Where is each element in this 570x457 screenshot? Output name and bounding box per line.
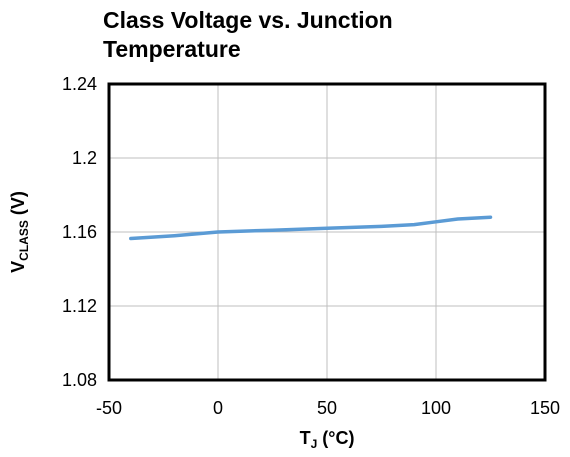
x-tick-label: -50 xyxy=(96,398,122,418)
x-tick-label: 0 xyxy=(213,398,223,418)
x-tick-label: 50 xyxy=(317,398,337,418)
chart-title-line-2: Temperature xyxy=(103,36,241,62)
x-tick-label: 150 xyxy=(530,398,560,418)
plot-frame xyxy=(107,82,547,382)
x-tick-labels: -50 0 50 100 150 xyxy=(96,398,560,418)
y-tick-label: 1.12 xyxy=(62,296,97,316)
gridlines xyxy=(109,84,545,380)
y-axis-label: VCLASS (V) xyxy=(8,191,31,273)
y-tick-label: 1.08 xyxy=(62,370,97,390)
y-tick-label: 1.2 xyxy=(72,148,97,168)
y-tick-labels: 1.08 1.12 1.16 1.2 1.24 xyxy=(62,74,97,390)
chart-title-line-1: Class Voltage vs. Junction xyxy=(103,7,393,33)
y-tick-label: 1.24 xyxy=(62,74,97,94)
x-axis-label: TJ (°C) xyxy=(300,428,355,451)
x-tick-label: 100 xyxy=(421,398,451,418)
series-layer xyxy=(129,215,493,241)
y-tick-label: 1.16 xyxy=(62,222,97,242)
series-line xyxy=(129,215,493,241)
